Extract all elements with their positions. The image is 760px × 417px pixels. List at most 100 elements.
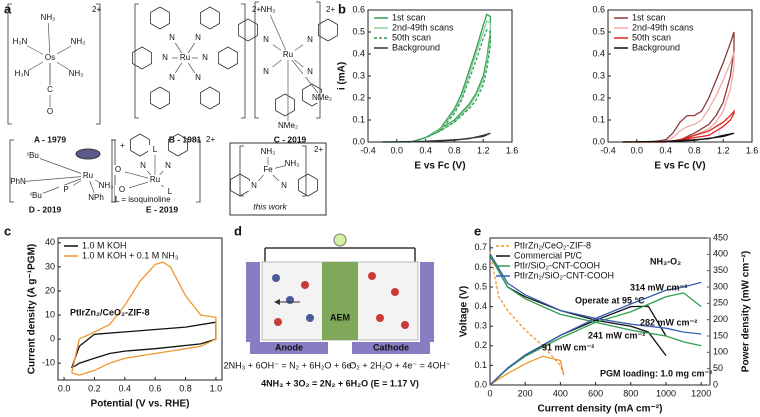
molecule (301, 281, 309, 289)
annotation: 282 mW cm⁻² (640, 317, 697, 327)
y-tick-label: 0.1 (352, 114, 365, 124)
y2-tick-label: 150 (713, 330, 728, 340)
x-tick-label: -0.4 (360, 145, 376, 155)
y-axis-label: Current density (A g⁻¹PGM) (27, 244, 38, 374)
x-tick-label: 0.8 (179, 383, 192, 393)
atom-bg (303, 35, 317, 45)
y-tick-label: 0.1 (592, 114, 605, 124)
y-tick-label: 30 (45, 261, 55, 271)
x-tick-label: 0.4 (659, 145, 672, 155)
atom-label: ᵗBu (27, 151, 39, 160)
y-tick-label: 0.5 (352, 26, 365, 36)
atom-label: N (169, 73, 175, 82)
atom-bg (59, 185, 73, 195)
atom-bg (43, 85, 57, 95)
atom-bg (71, 37, 85, 47)
y-tick-label: 0.2 (592, 92, 605, 102)
y-tick-label: 0.5 (592, 26, 605, 36)
bracket (254, 1, 321, 119)
data-line (382, 28, 492, 143)
atom-bg (148, 145, 162, 155)
data-line (622, 31, 735, 143)
atom-label: Os (45, 53, 55, 62)
y-tick-label: 0.6 (474, 262, 487, 272)
panel-label: d (234, 223, 242, 238)
electrode (246, 262, 260, 342)
cathode-label: Cathode (373, 342, 409, 352)
annotation: PGM loading: 1.0 mg cm⁻² (600, 368, 712, 378)
data-line (71, 321, 217, 369)
atom-bg (15, 69, 29, 79)
ring (218, 46, 238, 70)
y-tick-label: 0.2 (352, 92, 365, 102)
caption: C - 2019 (274, 134, 307, 144)
atom-label: H₃N (13, 37, 28, 46)
y-tick-label: 0.3 (352, 70, 365, 80)
y2-tick-label: 0 (713, 379, 718, 389)
atom-bg (13, 37, 27, 47)
y-tick-label: 0.7 (474, 242, 487, 252)
panel-label: e (474, 223, 481, 238)
ring (275, 93, 295, 117)
charge: 2+ (314, 145, 323, 154)
y2-tick-label: 100 (713, 347, 728, 357)
atom-label: Ru (180, 53, 190, 62)
annotation: 91 mW cm⁻² (542, 342, 594, 352)
molecule (274, 318, 282, 326)
atom-label: NH₃ (71, 37, 86, 46)
power-line (489, 355, 565, 386)
legend-label: PtIrZn₂/CeO₂-ZIF-8 (514, 240, 591, 250)
x-tick-label: 1.2 (477, 145, 490, 155)
y-tick-label: 0.1 (474, 360, 487, 370)
x-tick-label: 1200 (691, 388, 711, 398)
atom-label: NH₃ (261, 147, 276, 156)
atom-label: ᵗBu (30, 191, 42, 200)
anode-plate (250, 342, 328, 354)
atom-label: N (195, 33, 201, 42)
atom-bg (261, 165, 275, 175)
charge: + (120, 141, 125, 150)
atom-bg (41, 13, 55, 23)
atom-bg (89, 193, 103, 203)
bond (32, 155, 89, 177)
bulb (333, 233, 347, 247)
ring (238, 18, 258, 42)
this-work-box (229, 142, 327, 216)
atom-bg (277, 181, 291, 191)
molecule (306, 314, 314, 322)
atom-label: L (153, 145, 158, 154)
atom-bg (43, 107, 57, 117)
data-line (382, 132, 491, 143)
x-tick-label: 1.0 (210, 383, 223, 393)
ring (168, 133, 188, 157)
atom-label: NMe₂ (278, 121, 298, 130)
atom-label: Ru (283, 50, 293, 59)
y-tick-label: 40 (45, 237, 55, 247)
ring (150, 6, 170, 30)
molecule (401, 321, 409, 329)
y-tick-label: 20 (45, 285, 55, 295)
atom-label: Ru (150, 175, 160, 184)
atom-label: NH₃ (285, 159, 300, 168)
x-tick-label: 0.8 (688, 145, 701, 155)
atom-label: N (162, 53, 168, 62)
anode-label: Anode (275, 342, 303, 352)
atom-bg (281, 50, 295, 60)
legend-label: Background (632, 42, 680, 52)
caption: B - 1981 (169, 134, 202, 144)
y-axis-label: Voltage (V) (459, 286, 470, 337)
atom-bg (191, 33, 205, 43)
atom-label: NMe₂ (312, 93, 332, 102)
y2-axis-label: Power density (mW cm⁻²) (741, 251, 752, 372)
y2-tick-label: 200 (713, 314, 728, 324)
plot-frame (489, 237, 711, 386)
y2-tick-label: 50 (713, 363, 723, 373)
atom-label: O (115, 165, 121, 174)
bracket (134, 3, 246, 119)
atom-label: N (195, 73, 201, 82)
charge: 2+ (326, 5, 335, 14)
ring (200, 6, 220, 30)
atom-bg (99, 181, 113, 191)
